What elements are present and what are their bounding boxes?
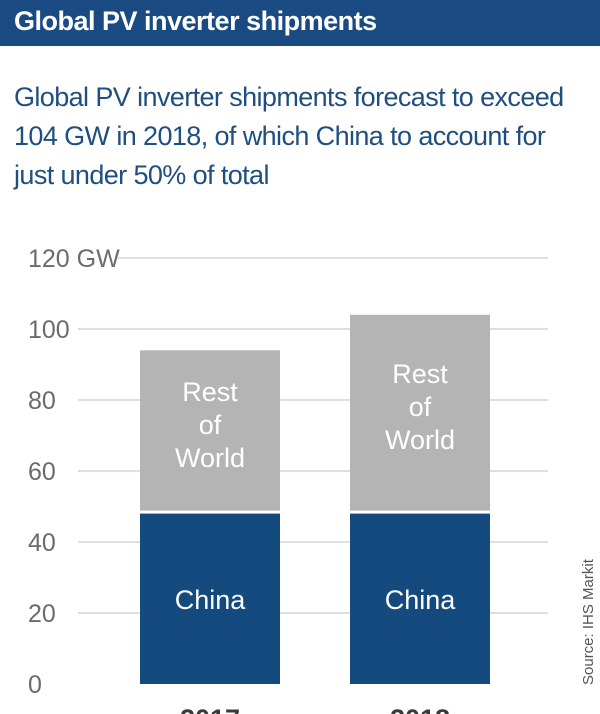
bar-segment-rest-of-world: [140, 350, 280, 511]
source-note: Source: IHS Markit: [580, 559, 597, 685]
bar-label: of: [409, 392, 432, 422]
chart-subtitle: Global PV inverter shipments forecast to…: [14, 82, 564, 190]
x-tick-label: 2017: [180, 704, 240, 714]
bar-label: Rest: [182, 377, 238, 407]
bar-label: China: [175, 585, 247, 615]
bar-segment-china: [140, 513, 280, 684]
bar-label: China: [385, 585, 457, 615]
bar-label: World: [175, 443, 245, 473]
bar-label: Rest: [392, 359, 448, 389]
header-title: Global PV inverter shipments: [14, 6, 377, 36]
bar-label: World: [385, 425, 455, 455]
y-tick-label: 120 GW: [28, 245, 120, 273]
y-tick-label: 20: [28, 600, 56, 628]
y-tick-label: 60: [28, 458, 56, 486]
x-tick-label: 2018: [390, 704, 450, 714]
header-bar: Global PV inverter shipments: [0, 0, 600, 46]
bar-segment-china: [350, 513, 490, 684]
bar-segment-rest-of-world: [350, 314, 490, 511]
y-tick-label: 80: [28, 387, 56, 415]
bar-label: of: [199, 410, 222, 440]
y-tick-label: 40: [28, 529, 56, 557]
y-tick-label: 0: [28, 671, 42, 699]
y-tick-label: 100: [28, 316, 70, 344]
